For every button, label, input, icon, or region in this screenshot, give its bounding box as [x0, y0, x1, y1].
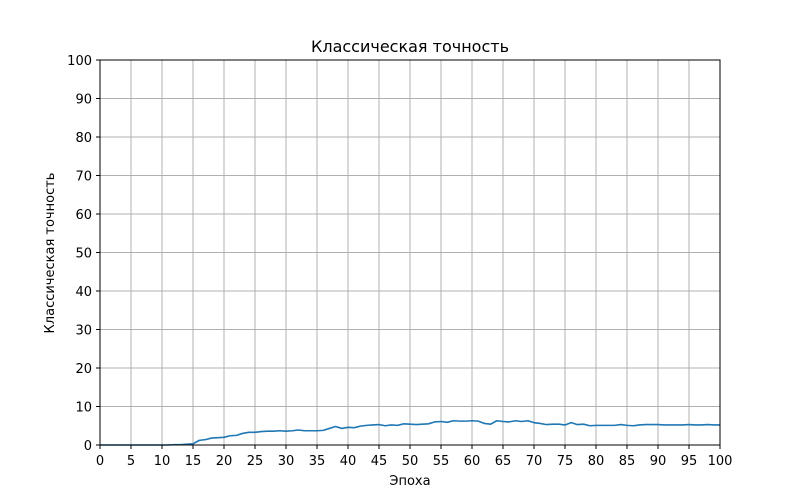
y-tick-label: 50 — [75, 247, 92, 262]
x-tick-label: 25 — [247, 454, 264, 469]
x-tick-label: 40 — [340, 454, 357, 469]
y-tick-label: 60 — [75, 208, 92, 223]
x-tick-label: 60 — [464, 454, 481, 469]
x-tick-label: 55 — [433, 454, 450, 469]
y-tick-label: 100 — [67, 54, 92, 69]
chart-title: Классическая точность — [311, 37, 509, 56]
x-tick-label: 80 — [588, 454, 605, 469]
y-tick-label: 10 — [75, 401, 92, 416]
x-tick-label: 15 — [185, 454, 202, 469]
y-tick-label: 0 — [84, 439, 92, 454]
x-axis-label: Эпоха — [389, 474, 430, 489]
tick-layer: 0 5 10 15 20 25 30 35 40 45 50 55 60 65 70 75 80 85 90 95 10… — [67, 54, 732, 469]
series-layer — [100, 419, 720, 446]
y-tick-label: 20 — [75, 362, 92, 377]
x-tick-label: 75 — [557, 454, 574, 469]
x-tick-label: 5 — [127, 454, 135, 469]
x-tick-label: 100 — [708, 454, 733, 469]
x-tick-label: 10 — [154, 454, 171, 469]
x-tick-label: 50 — [402, 454, 419, 469]
x-tick-label: 35 — [309, 454, 326, 469]
x-tick-label: 20 — [216, 454, 233, 469]
series-line-1 — [100, 419, 720, 446]
x-tick-label: 0 — [96, 454, 104, 469]
y-tick-label: 70 — [75, 170, 92, 185]
grid-lines — [99, 59, 721, 446]
x-tick-label: 65 — [495, 454, 512, 469]
y-tick-label: 30 — [75, 324, 92, 339]
y-tick-label: 40 — [75, 285, 92, 300]
y-tick-label: 90 — [75, 93, 92, 108]
y-tick-label: 80 — [75, 131, 92, 146]
y-axis-label: Классическая точность — [43, 173, 58, 334]
x-tick-label: 85 — [619, 454, 636, 469]
x-tick-label: 95 — [681, 454, 698, 469]
x-tick-label: 30 — [278, 454, 295, 469]
x-tick-label: 70 — [526, 454, 543, 469]
x-tick-label: 45 — [371, 454, 388, 469]
x-tick-label: 90 — [650, 454, 667, 469]
